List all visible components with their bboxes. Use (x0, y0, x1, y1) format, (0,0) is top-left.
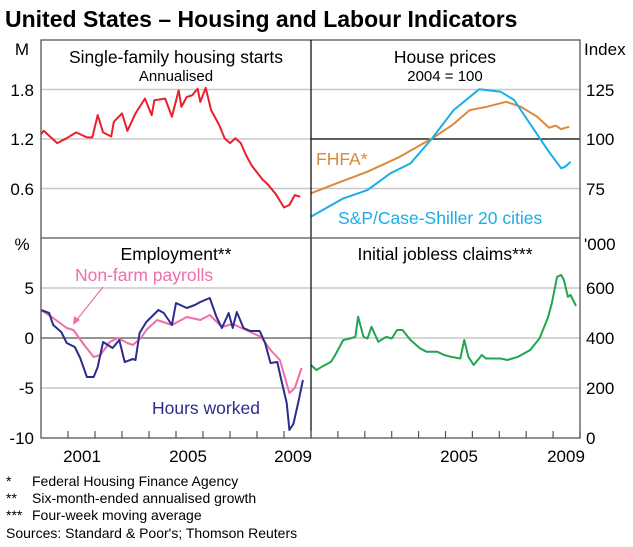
x-tick-label: 2009 (547, 447, 585, 466)
legend-hours-worked: Hours worked (152, 398, 260, 418)
y-tick-label: 1.8 (10, 81, 34, 100)
footnote-text: Six-month-ended annualised growth (32, 490, 256, 506)
series-line-non-farm-payrolls (40, 309, 303, 394)
y-unit-left-bottom: % (14, 235, 29, 254)
payrolls-arrowhead-icon (73, 316, 80, 325)
series-lines (40, 86, 577, 431)
y-unit-right-bottom: '000 (584, 235, 616, 254)
y-tick-label: 600 (586, 279, 614, 298)
y-unit-left-top: M (15, 40, 29, 59)
y-unit-right-top: Index (584, 40, 626, 59)
y-tick-label: 0.6 (10, 180, 34, 199)
y-tick-label: 0 (586, 429, 595, 448)
sources: Sources: Standard & Poor's; Thomson Reut… (6, 525, 297, 541)
y-tick-label: 125 (586, 81, 614, 100)
panel-title-employment: Employment** (121, 244, 232, 264)
x-tick-label: 2009 (274, 447, 312, 466)
y-tick-label: -5 (19, 379, 34, 398)
footnote-text: Four-week moving average (32, 507, 202, 523)
series-line-s-p-case-shiller-20-cities (310, 88, 572, 218)
y-tick-label: 1.2 (10, 130, 34, 149)
x-tick-label: 2005 (169, 447, 207, 466)
chart-title: United States – Housing and Labour Indic… (5, 6, 517, 32)
y-tick-label: 100 (586, 130, 614, 149)
y-tick-label: -10 (9, 429, 34, 448)
footnote-text: Federal Housing Finance Agency (32, 473, 238, 489)
series-line-hours-worked (40, 297, 304, 431)
series-line-housing-starts (40, 86, 301, 209)
series-line-fhfa- (310, 100, 570, 195)
panel-subtitle-housing-starts: Annualised (139, 68, 213, 85)
panel-title-house-prices: House prices (394, 47, 496, 67)
x-tick-label: 2001 (63, 447, 101, 466)
y-tick-label: 5 (25, 279, 34, 298)
footnote-mark: * (6, 473, 12, 489)
legend-fhfa: FHFA* (316, 149, 368, 169)
legend-case-shiller: S&P/Case-Shiller 20 cities (338, 208, 542, 228)
footnote-mark: *** (6, 507, 23, 523)
y-tick-label: 400 (586, 329, 614, 348)
panel-subtitle-house-prices: 2004 = 100 (407, 68, 483, 85)
series-line-initial-jobless-claims (310, 274, 577, 371)
y-tick-label: 0 (25, 329, 34, 348)
legend-payrolls: Non-farm payrolls (75, 265, 213, 285)
panel-title-housing-starts: Single-family housing starts (69, 47, 283, 67)
y-tick-label: 75 (586, 180, 605, 199)
payrolls-arrow (74, 286, 104, 323)
x-ticks (67, 431, 581, 438)
panel-title-jobless-claims: Initial jobless claims*** (357, 244, 532, 264)
gridlines (41, 88, 580, 389)
footnote-mark: ** (6, 490, 17, 506)
x-tick-label: 2005 (440, 447, 478, 466)
y-tick-label: 200 (586, 379, 614, 398)
